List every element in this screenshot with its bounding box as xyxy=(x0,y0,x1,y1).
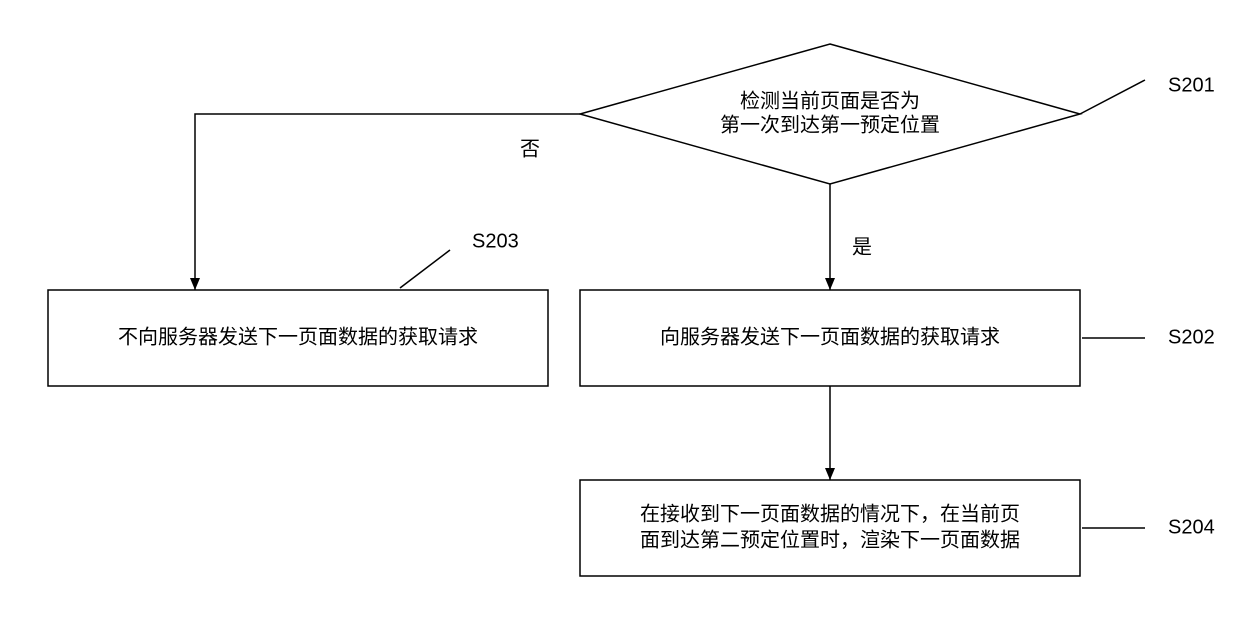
edge-label-no: 否 xyxy=(520,138,540,160)
s203-text: 不向服务器发送下一页面数据的获取请求 xyxy=(118,325,478,348)
s202-step-label: S202 xyxy=(1168,326,1215,348)
decision-step-label: S201 xyxy=(1168,74,1215,96)
edge-label-yes: 是 xyxy=(852,236,872,258)
svg-text:第一次到达第一预定位置: 第一次到达第一预定位置 xyxy=(720,113,940,136)
s204-node xyxy=(580,480,1080,576)
svg-text:不向服务器发送下一页面数据的获取请求: 不向服务器发送下一页面数据的获取请求 xyxy=(118,325,478,348)
s204-step-label: S204 xyxy=(1168,516,1215,538)
svg-text:向服务器发送下一页面数据的获取请求: 向服务器发送下一页面数据的获取请求 xyxy=(660,325,1000,348)
svg-text:检测当前页面是否为: 检测当前页面是否为 xyxy=(740,89,920,112)
s203-step-label: S203 xyxy=(472,230,519,252)
svg-text:在接收到下一页面数据的情况下，在当前页: 在接收到下一页面数据的情况下，在当前页 xyxy=(640,502,1020,525)
s202-text: 向服务器发送下一页面数据的获取请求 xyxy=(660,325,1000,348)
svg-text:面到达第二预定位置时，渲染下一页面数据: 面到达第二预定位置时，渲染下一页面数据 xyxy=(640,528,1020,551)
